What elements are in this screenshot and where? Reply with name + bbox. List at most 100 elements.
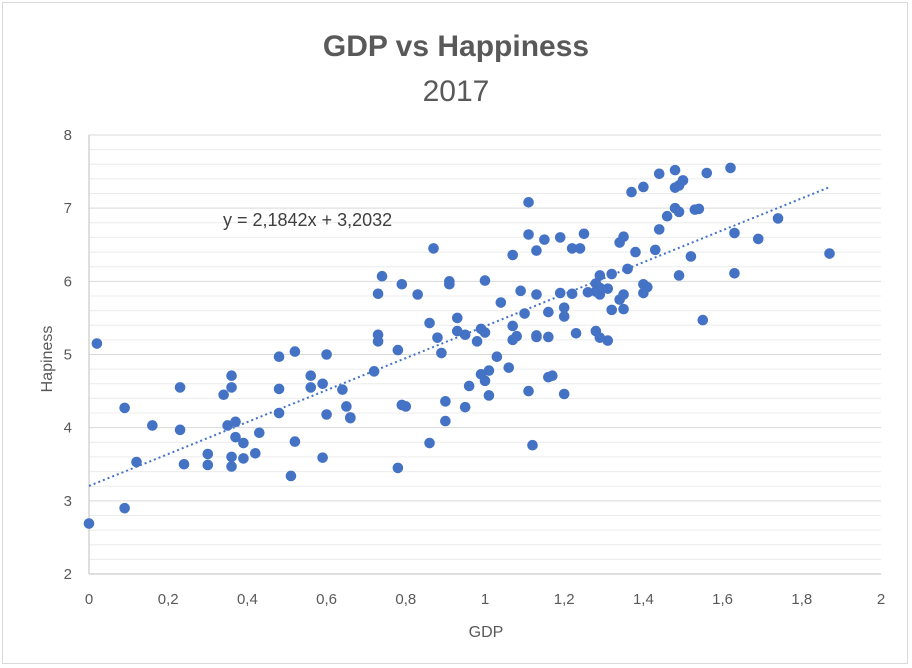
y-tick-label: 5 — [64, 347, 72, 364]
data-point — [392, 344, 404, 356]
data-point — [673, 206, 685, 218]
y-tick-label: 4 — [64, 420, 72, 437]
data-point — [539, 234, 550, 245]
data-point — [558, 302, 570, 313]
x-tick-label: 0 — [85, 591, 93, 608]
data-point — [531, 330, 542, 341]
data-point — [250, 447, 261, 459]
x-tick-label: 0,6 — [316, 591, 337, 608]
data-point — [638, 181, 649, 193]
y-tick-label: 2 — [64, 566, 72, 583]
data-point — [642, 281, 653, 293]
data-point — [174, 424, 186, 436]
data-point — [515, 285, 526, 297]
data-point — [226, 451, 237, 463]
data-point — [729, 227, 740, 239]
data-points — [83, 162, 835, 529]
data-point — [554, 232, 566, 243]
data-point — [566, 243, 578, 254]
data-point — [523, 229, 534, 240]
trendline — [88, 186, 830, 487]
data-point — [602, 335, 614, 346]
data-point — [630, 246, 641, 258]
scatter-chart: GDP vs Happiness 2017 2 3 4 5 6 7 8 0 0,2 0,4 0,6… — [39, 30, 885, 641]
data-point — [230, 416, 241, 428]
data-point — [440, 396, 451, 407]
data-point — [507, 320, 519, 332]
y-axis-label: Hapiness — [39, 326, 56, 393]
y-tick-label: 8 — [64, 127, 72, 144]
data-point — [273, 407, 285, 419]
data-point — [653, 224, 665, 235]
data-point — [697, 314, 709, 326]
x-tick-label: 1,6 — [712, 591, 733, 608]
y-tick-label: 6 — [64, 273, 72, 290]
data-point — [376, 270, 388, 282]
data-point — [341, 401, 352, 412]
data-point — [519, 308, 530, 319]
data-point — [543, 331, 554, 343]
data-point — [226, 461, 237, 472]
data-point — [131, 456, 142, 468]
data-point — [412, 289, 423, 300]
data-point — [222, 420, 233, 431]
data-point — [574, 243, 586, 254]
data-point — [273, 351, 285, 362]
data-point — [471, 336, 483, 347]
data-point — [238, 453, 249, 464]
y-tick-label: 7 — [64, 200, 72, 217]
x-tick-label: 1 — [481, 591, 489, 608]
data-point — [317, 452, 328, 463]
data-point — [253, 427, 265, 439]
data-point — [491, 351, 503, 362]
data-point — [345, 412, 356, 424]
data-point — [451, 312, 463, 324]
data-point — [503, 362, 515, 373]
data-point — [618, 289, 629, 300]
data-point — [463, 380, 475, 392]
data-point — [230, 431, 241, 443]
data-point — [669, 164, 681, 176]
data-point — [202, 459, 214, 471]
data-point — [392, 462, 404, 474]
data-point — [91, 338, 103, 349]
data-point — [772, 213, 784, 224]
data-point — [626, 186, 637, 198]
data-point — [400, 401, 412, 412]
data-point — [119, 502, 130, 514]
data-point — [618, 231, 629, 243]
data-point — [289, 436, 301, 447]
data-point — [547, 370, 558, 382]
data-point — [523, 385, 534, 397]
data-point — [618, 303, 629, 315]
data-point — [396, 278, 408, 290]
data-point — [289, 346, 301, 357]
data-point — [729, 267, 740, 279]
data-point — [436, 347, 447, 359]
data-point — [495, 297, 507, 308]
data-point — [202, 448, 214, 460]
data-point — [661, 210, 673, 222]
data-point — [725, 162, 736, 174]
y-tick-label: 3 — [64, 493, 72, 510]
data-point — [218, 389, 229, 401]
data-point — [649, 244, 661, 256]
data-point — [566, 288, 578, 300]
data-point — [693, 203, 705, 215]
data-point — [479, 327, 491, 338]
y-axis-tick-labels: 2 3 4 5 6 7 8 — [64, 127, 72, 583]
x-tick-label: 1,4 — [633, 591, 654, 608]
data-point — [451, 325, 463, 337]
data-point — [483, 390, 495, 401]
x-tick-label: 1,8 — [791, 591, 812, 608]
x-axis-label: GDP — [469, 624, 504, 641]
data-point — [305, 382, 317, 393]
x-tick-label: 0,8 — [395, 591, 416, 608]
data-point — [440, 415, 451, 427]
data-point — [558, 311, 570, 322]
data-point — [428, 243, 439, 254]
data-point — [372, 288, 384, 300]
data-point — [432, 332, 443, 343]
axes — [88, 135, 881, 575]
